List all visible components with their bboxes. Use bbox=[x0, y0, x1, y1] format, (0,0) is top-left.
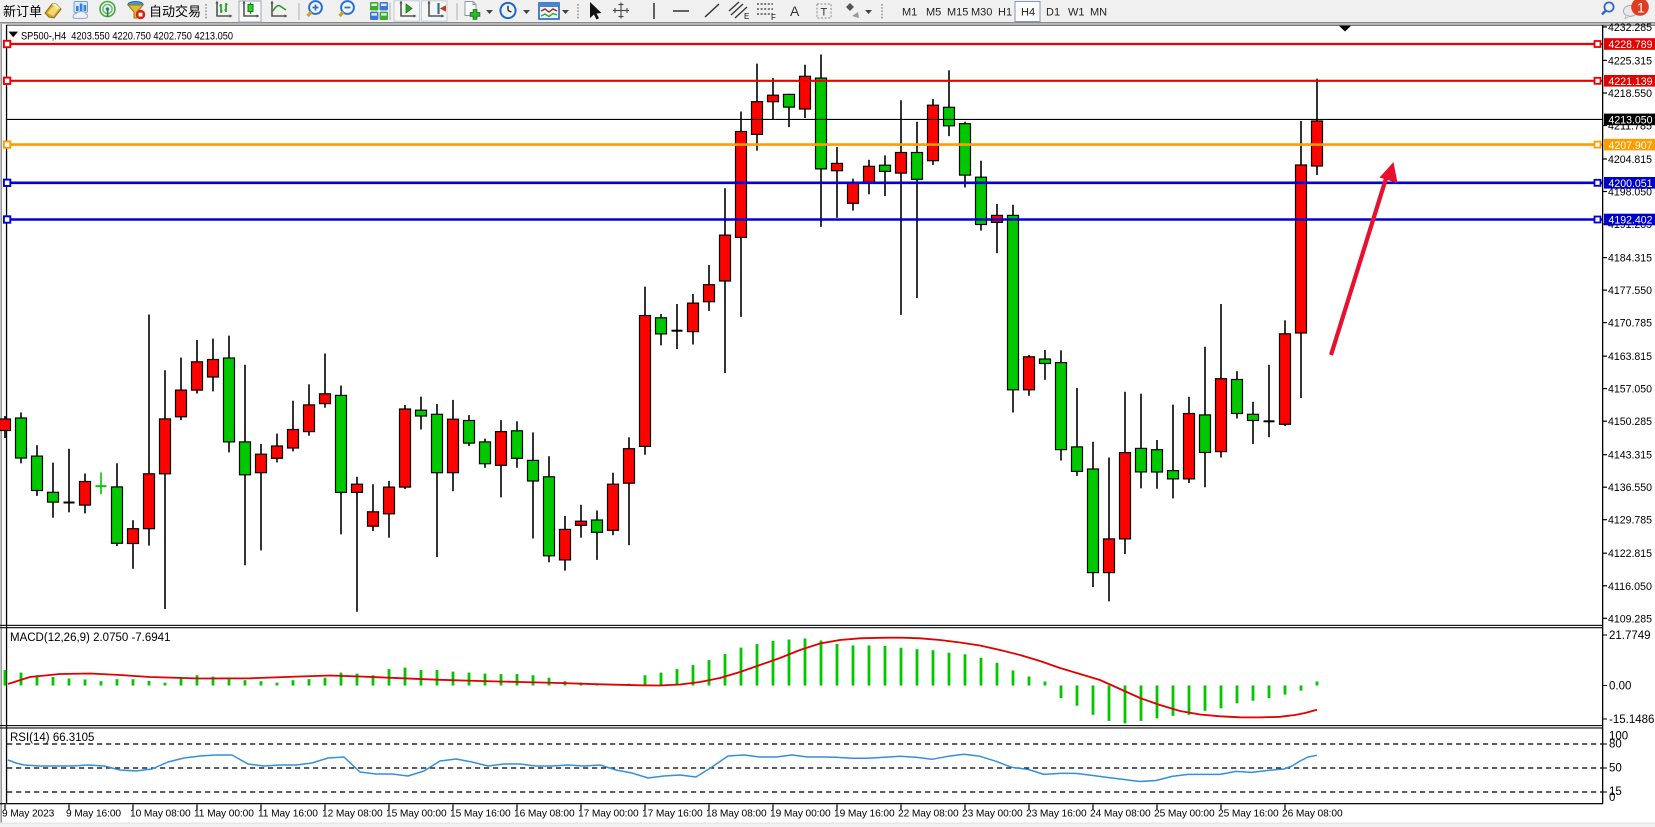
svg-text:12 May 08:00: 12 May 08:00 bbox=[322, 809, 383, 820]
svg-text:4218.550: 4218.550 bbox=[1608, 88, 1652, 100]
svg-text:MN: MN bbox=[1090, 7, 1107, 19]
svg-text:-15.1486: -15.1486 bbox=[1609, 714, 1654, 726]
svg-text:21.7749: 21.7749 bbox=[1609, 630, 1651, 642]
svg-text:9 May 16:00: 9 May 16:00 bbox=[66, 809, 121, 820]
svg-text:SP500-,H4 4203.550 4220.750 4: SP500-,H4 4203.550 4220.750 4202.750 421… bbox=[21, 31, 233, 43]
svg-text:11 May 00:00: 11 May 00:00 bbox=[194, 809, 254, 820]
svg-text:T: T bbox=[821, 7, 828, 19]
svg-text:4157.050: 4157.050 bbox=[1608, 384, 1652, 396]
svg-text:17 May 16:00: 17 May 16:00 bbox=[642, 809, 703, 820]
svg-text:4232.285: 4232.285 bbox=[1608, 22, 1652, 34]
svg-text:4163.815: 4163.815 bbox=[1608, 351, 1652, 363]
svg-text:M30: M30 bbox=[971, 7, 992, 19]
svg-text:15 May 00:00: 15 May 00:00 bbox=[386, 809, 447, 820]
svg-text:19 May 16:00: 19 May 16:00 bbox=[834, 809, 895, 820]
svg-text:26 May 08:00: 26 May 08:00 bbox=[1282, 809, 1343, 820]
svg-text:M1: M1 bbox=[902, 7, 917, 19]
svg-text:0: 0 bbox=[1609, 792, 1615, 804]
svg-text:11 May 16:00: 11 May 16:00 bbox=[258, 809, 318, 820]
svg-text:A: A bbox=[790, 3, 800, 19]
svg-text:25 May 16:00: 25 May 16:00 bbox=[1218, 809, 1279, 820]
svg-text:4129.785: 4129.785 bbox=[1608, 515, 1652, 527]
svg-text:15: 15 bbox=[1609, 786, 1622, 798]
svg-text:4213.050: 4213.050 bbox=[1609, 115, 1653, 127]
svg-text:4122.815: 4122.815 bbox=[1608, 548, 1652, 560]
svg-text:H1: H1 bbox=[998, 7, 1012, 19]
svg-text:4200.051: 4200.051 bbox=[1609, 178, 1653, 190]
svg-text:9 May 2023: 9 May 2023 bbox=[2, 809, 55, 820]
svg-text:自动交易: 自动交易 bbox=[149, 4, 201, 19]
svg-text:4170.785: 4170.785 bbox=[1608, 318, 1652, 330]
svg-text:4136.550: 4136.550 bbox=[1608, 482, 1652, 494]
svg-text:16 May 08:00: 16 May 08:00 bbox=[514, 809, 575, 820]
svg-text:100: 100 bbox=[1609, 731, 1628, 743]
svg-text:4116.050: 4116.050 bbox=[1608, 581, 1652, 593]
svg-text:4192.402: 4192.402 bbox=[1609, 215, 1653, 227]
svg-text:D1: D1 bbox=[1046, 7, 1060, 19]
svg-text:0.00: 0.00 bbox=[1609, 681, 1631, 693]
svg-text:22 May 08:00: 22 May 08:00 bbox=[898, 809, 959, 820]
svg-text:1: 1 bbox=[1637, 0, 1645, 16]
svg-text:18 May 08:00: 18 May 08:00 bbox=[706, 809, 767, 820]
svg-text:M15: M15 bbox=[947, 7, 968, 19]
svg-text:23 May 00:00: 23 May 00:00 bbox=[962, 809, 1023, 820]
svg-text:10 May 08:00: 10 May 08:00 bbox=[130, 809, 191, 820]
svg-text:4184.315: 4184.315 bbox=[1608, 253, 1652, 265]
svg-text:4221.139: 4221.139 bbox=[1609, 76, 1653, 88]
svg-text:4150.285: 4150.285 bbox=[1608, 416, 1652, 428]
svg-text:E: E bbox=[744, 12, 749, 21]
svg-text:25 May 00:00: 25 May 00:00 bbox=[1154, 809, 1215, 820]
svg-text:23 May 16:00: 23 May 16:00 bbox=[1026, 809, 1087, 820]
svg-text:H4: H4 bbox=[1021, 7, 1035, 19]
svg-text:4204.815: 4204.815 bbox=[1608, 154, 1652, 166]
svg-text:4207.907: 4207.907 bbox=[1609, 140, 1653, 152]
svg-text:17 May 00:00: 17 May 00:00 bbox=[578, 809, 639, 820]
svg-text:24 May 08:00: 24 May 08:00 bbox=[1090, 809, 1151, 820]
svg-text:MACD(12,26,9) 2.0750 -7.6941: MACD(12,26,9) 2.0750 -7.6941 bbox=[10, 632, 170, 644]
svg-text:15 May 16:00: 15 May 16:00 bbox=[450, 809, 511, 820]
svg-text:RSI(14) 66.3105: RSI(14) 66.3105 bbox=[10, 732, 94, 744]
svg-text:新订单: 新订单 bbox=[3, 4, 42, 19]
svg-text:W1: W1 bbox=[1068, 7, 1085, 19]
svg-text:4109.285: 4109.285 bbox=[1608, 613, 1652, 625]
svg-text:4177.550: 4177.550 bbox=[1608, 285, 1652, 297]
svg-text:M5: M5 bbox=[926, 7, 941, 19]
svg-text:F: F bbox=[771, 13, 776, 22]
svg-text:50: 50 bbox=[1609, 763, 1622, 775]
svg-text:4228.789: 4228.789 bbox=[1609, 39, 1653, 51]
svg-text:4143.315: 4143.315 bbox=[1608, 450, 1652, 462]
svg-text:19 May 00:00: 19 May 00:00 bbox=[770, 809, 831, 820]
svg-text:4225.315: 4225.315 bbox=[1608, 55, 1652, 67]
svg-text:80: 80 bbox=[1609, 739, 1622, 751]
svg-text:4198.050: 4198.050 bbox=[1608, 187, 1652, 199]
